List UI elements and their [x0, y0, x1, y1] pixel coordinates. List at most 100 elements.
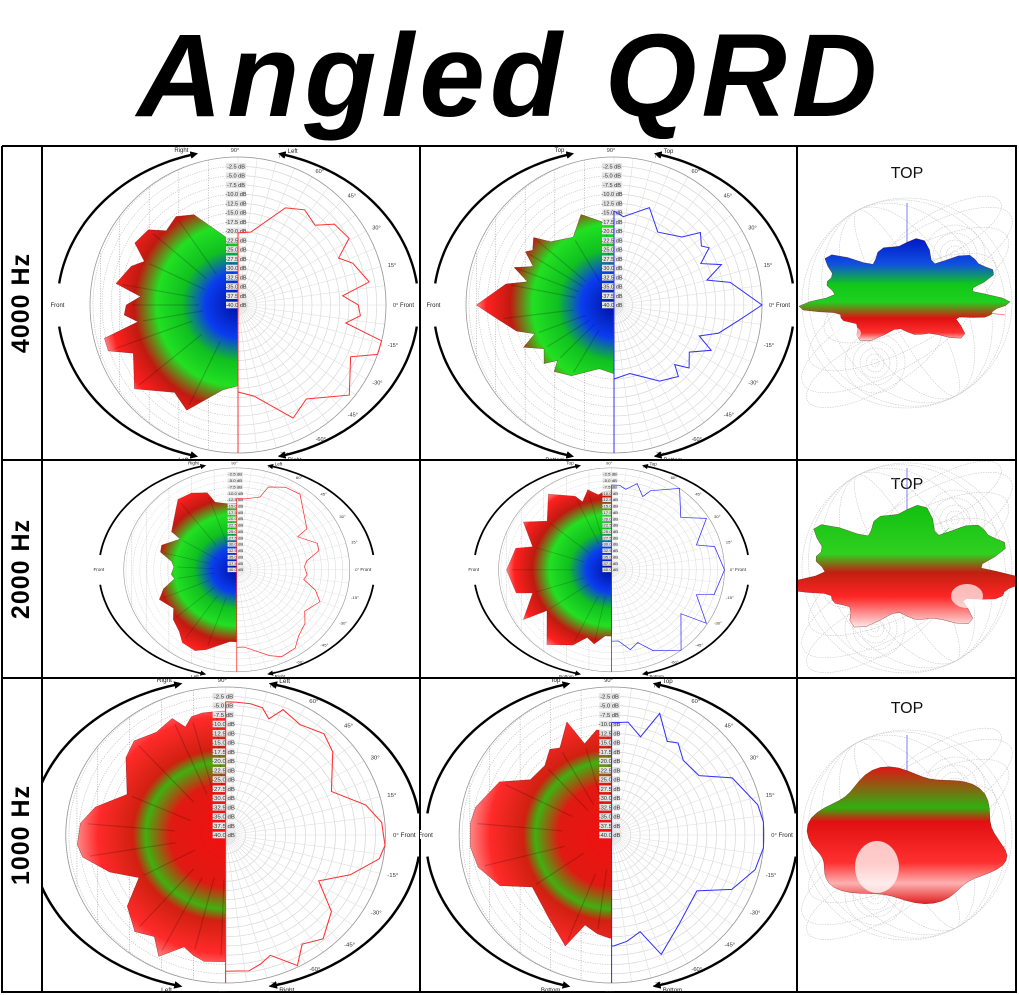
- grid-radial: [613, 230, 743, 306]
- grid-radial: [611, 730, 720, 836]
- direction-arc-upper-left: [426, 681, 571, 814]
- angle-tick-label: 0°: [771, 833, 777, 839]
- grid-radial: [611, 834, 733, 926]
- direction-label: Top: [555, 148, 565, 154]
- grid-ring-3d: [132, 474, 237, 666]
- grid-radial: [611, 475, 655, 570]
- db-tick-label: -10.0 dB: [601, 192, 622, 198]
- grid-radial: [611, 543, 721, 571]
- grid-ring-3d: [486, 175, 615, 435]
- db-scale: -2.5 dB-5.0 dB-7.5 dB-10.0 dB-12.5 dB-15…: [599, 692, 621, 839]
- direction-arc-lower-right: [652, 856, 797, 989]
- grid-radial: [236, 569, 267, 669]
- angle-tick-label: 15°: [351, 540, 358, 545]
- direction-arc-upper-right: [653, 151, 794, 284]
- db-label-bg: [212, 766, 235, 774]
- front-label-left: Front: [420, 832, 433, 839]
- db-tick-label: -25.0 dB: [601, 248, 622, 254]
- angle-tick-label: -90°: [605, 676, 613, 678]
- balloon-highlights: [855, 841, 899, 893]
- direction-label: Left: [288, 149, 298, 155]
- db-label-bg: [212, 748, 235, 756]
- balloon-highlights: [833, 325, 861, 341]
- db-label-bg: [602, 516, 618, 522]
- db-tick-label: -40.0 dB: [227, 567, 243, 572]
- db-label-bg: [226, 172, 246, 179]
- grid-radial: [611, 834, 753, 892]
- balloon-highlights: [951, 584, 983, 608]
- grid-radial: [613, 168, 671, 306]
- db-tick-label: -30.0 dB: [225, 266, 246, 272]
- direction-label: Top: [550, 679, 561, 684]
- direction-arc-lower-left: [426, 856, 571, 989]
- grid-ring-3d: [514, 202, 615, 408]
- db-tick-label: -35.0 dB: [599, 815, 621, 821]
- db-tick-label: -17.5 dB: [599, 750, 621, 756]
- grid-radial: [225, 815, 385, 836]
- db-label-bg: [226, 227, 246, 235]
- db-tick-label: -37.5 dB: [599, 824, 621, 830]
- grid-radial: [611, 834, 689, 964]
- db-tick-label: -30.0 dB: [602, 542, 618, 547]
- angle-tick-label: 0°: [355, 567, 359, 572]
- db-tick-label: -37.5 dB: [225, 294, 246, 300]
- angle-tick-label: 30°: [339, 514, 346, 519]
- grid-radial: [613, 214, 732, 306]
- table-border-right: [1015, 146, 1017, 993]
- grid-radial: [611, 834, 705, 953]
- grid-radial: [236, 518, 335, 571]
- db-tick-label: -37.5 dB: [212, 824, 235, 830]
- db-label-bg: [602, 199, 622, 207]
- grid-radial: [611, 744, 733, 836]
- grid-radial: [236, 569, 349, 584]
- front-label-right: Front: [778, 832, 793, 839]
- db-label-bg: [599, 785, 620, 793]
- grid-radial: [613, 248, 751, 306]
- db-label-bg: [226, 246, 246, 253]
- grid-radial: [611, 518, 710, 571]
- db-tick-label: -5.0 dB: [603, 174, 621, 180]
- angle-tick-label: 90°: [604, 679, 613, 684]
- angle-tick-label: -30°: [714, 621, 722, 626]
- db-label-bg: [602, 491, 618, 496]
- db-label-bg: [602, 554, 618, 560]
- db-tick-label: -37.5 dB: [227, 561, 243, 566]
- grid-radial: [236, 569, 342, 610]
- balloon-3d-shape: [798, 238, 1011, 342]
- db-label-bg: [599, 739, 620, 746]
- angle-tick-label: -60°: [296, 660, 304, 665]
- db-tick-label: -5.0 dB: [600, 704, 619, 710]
- db-label-bg: [602, 471, 618, 477]
- angle-tick-label: -15°: [766, 873, 777, 879]
- db-label-bg: [602, 548, 618, 554]
- db-tick-label: -32.5 dB: [601, 275, 622, 281]
- angle-tick-label: 15°: [766, 793, 775, 799]
- grid-radial: [613, 304, 719, 410]
- grid-radial: [613, 304, 758, 344]
- grid-radial: [225, 698, 288, 836]
- grid-radial: [611, 691, 652, 836]
- grid-radial: [611, 569, 627, 671]
- angle-tick-label: -15°: [726, 595, 734, 600]
- db-tick-label: -12.5 dB: [227, 497, 243, 502]
- db-scale: -2.5 dB-5.0 dB-7.5 dB-10.0 dB-12.5 dB-15…: [227, 472, 243, 572]
- db-tick-label: -20.0 dB: [602, 516, 618, 521]
- db-tick-label: -10.0 dB: [227, 491, 243, 496]
- db-tick-label: -35.0 dB: [601, 285, 622, 291]
- db-tick-label: -17.5 dB: [212, 750, 235, 756]
- db-tick-label: -32.5 dB: [599, 805, 621, 811]
- front-label-right: Front: [360, 567, 372, 572]
- direction-arc-lower-right: [642, 584, 749, 676]
- angle-tick-label: -60°: [309, 967, 320, 973]
- direction-arc-lower-left: [58, 326, 199, 459]
- db-tick-label: -20.0 dB: [599, 759, 621, 765]
- db-label-bg: [226, 199, 246, 207]
- grid-radial: [237, 304, 356, 396]
- angle-tick-label: 60°: [309, 699, 318, 705]
- db-tick-label: -17.5 dB: [602, 510, 618, 515]
- row-label-2000hz: 2000 Hz: [7, 518, 35, 620]
- direction-arc-lower-right: [267, 584, 375, 676]
- db-label-bg: [227, 516, 243, 522]
- db-label-bg: [212, 757, 235, 765]
- db-label-bg: [599, 702, 620, 709]
